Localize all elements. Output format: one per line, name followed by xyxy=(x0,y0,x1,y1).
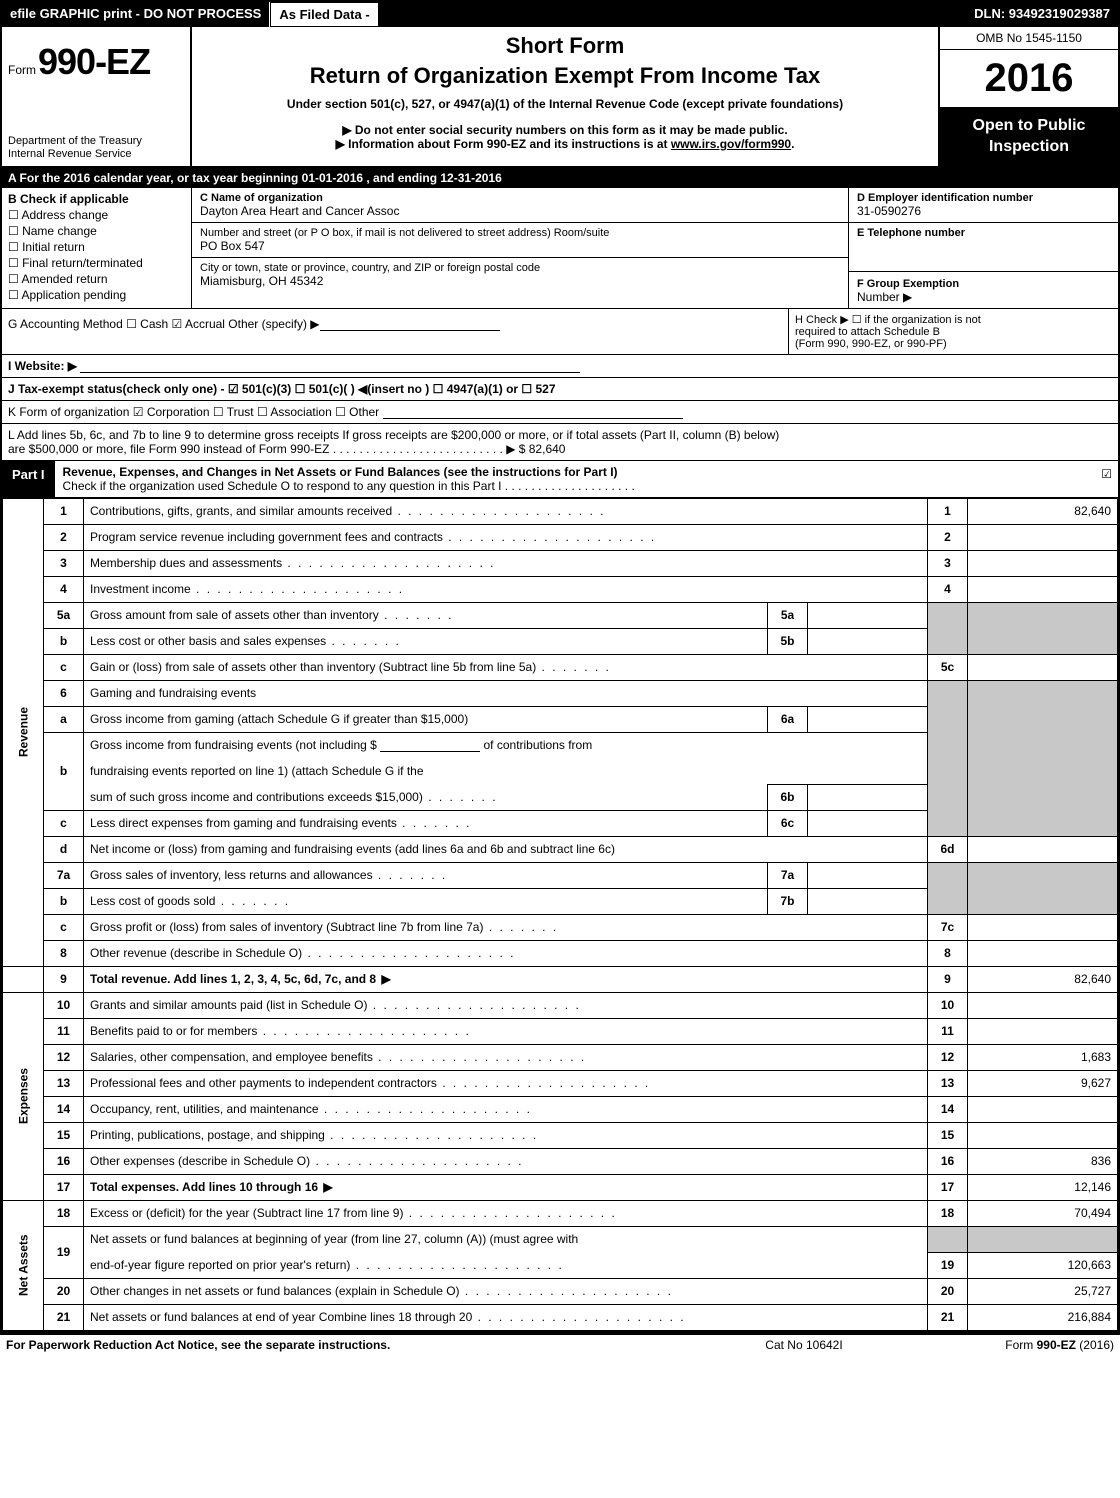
net-assets-sidebar: Net Assets xyxy=(3,1200,44,1330)
row-g-accounting: G Accounting Method ☐ Cash ☑ Accrual Oth… xyxy=(2,309,788,354)
section-b-checkboxes: B Check if applicable Address change Nam… xyxy=(2,188,192,308)
chk-address-change[interactable]: Address change xyxy=(8,208,185,222)
row-j-tax-exempt: J Tax-exempt status(check only one) - ☑ … xyxy=(2,378,1118,401)
row-a-calendar-year: A For the 2016 calendar year, or tax yea… xyxy=(2,168,1118,188)
row-i-website: I Website: ▶ xyxy=(2,355,1118,378)
line-12-amount: 1,683 xyxy=(968,1044,1118,1070)
line-19-amount: 120,663 xyxy=(968,1252,1118,1278)
form-number: Form 990-EZ xyxy=(8,41,184,83)
line-21-amount: 216,884 xyxy=(968,1304,1118,1330)
telephone-block: E Telephone number xyxy=(849,223,1118,272)
line-13-amount: 9,627 xyxy=(968,1070,1118,1096)
irs-link[interactable]: www.irs.gov/form990 xyxy=(671,137,791,151)
ein-block: D Employer identification number 31-0590… xyxy=(849,188,1118,223)
short-form-title: Short Form xyxy=(200,33,930,59)
department-label: Department of the Treasury Internal Reve… xyxy=(8,135,184,161)
chk-application-pending[interactable]: Application pending xyxy=(8,288,185,302)
part-i-header: Part I Revenue, Expenses, and Changes in… xyxy=(2,461,1118,498)
row-l-gross-receipts: L Add lines 5b, 6c, and 7b to line 9 to … xyxy=(2,424,1118,461)
return-title: Return of Organization Exempt From Incom… xyxy=(200,63,930,89)
form-footer: Form 990-EZ (2016) xyxy=(914,1338,1114,1352)
line-16-amount: 836 xyxy=(968,1148,1118,1174)
chk-final-return[interactable]: Final return/terminated xyxy=(8,256,185,270)
line-18-amount: 70,494 xyxy=(968,1200,1118,1226)
efile-label: efile GRAPHIC print - DO NOT PROCESS xyxy=(2,2,270,27)
omb-number: OMB No 1545-1150 xyxy=(940,27,1118,50)
address: PO Box 547 xyxy=(200,239,840,253)
row-k-form-org: K Form of organization ☑ Corporation ☐ T… xyxy=(2,401,1118,424)
lines-table: Revenue 1 Contributions, gifts, grants, … xyxy=(2,498,1118,1331)
top-bar: efile GRAPHIC print - DO NOT PROCESS As … xyxy=(2,2,1118,27)
open-to-public: Open to Public Inspection xyxy=(940,108,1118,166)
row-h-check: H Check ▶ ☐ if the organization is not r… xyxy=(788,309,1118,354)
ein-value: 31-0590276 xyxy=(857,204,1110,218)
do-not-enter: ▶ Do not enter social security numbers o… xyxy=(200,123,930,137)
chk-name-change[interactable]: Name change xyxy=(8,224,185,238)
address-block: Number and street (or P O box, if mail i… xyxy=(192,223,848,258)
line-17-amount: 12,146 xyxy=(968,1174,1118,1200)
paperwork-notice: For Paperwork Reduction Act Notice, see … xyxy=(6,1338,694,1352)
org-name-block: C Name of organization Dayton Area Heart… xyxy=(192,188,848,223)
chk-amended-return[interactable]: Amended return xyxy=(8,272,185,286)
city-block: City or town, state or province, country… xyxy=(192,258,848,292)
expenses-sidebar: Expenses xyxy=(3,992,44,1200)
tax-year: 2016 xyxy=(940,50,1118,108)
under-section: Under section 501(c), 527, or 4947(a)(1)… xyxy=(200,97,930,111)
dln-label: DLN: 93492319029387 xyxy=(966,2,1118,27)
schedule-o-checkbox[interactable]: ☑ xyxy=(1095,461,1118,497)
info-link-line: ▶ Information about Form 990-EZ and its … xyxy=(200,137,930,151)
as-filed-label: As Filed Data - xyxy=(270,2,378,27)
group-exemption-block: F Group Exemption Number ▶ xyxy=(849,272,1118,308)
line-1-amount: 82,640 xyxy=(968,498,1118,524)
org-name: Dayton Area Heart and Cancer Assoc xyxy=(200,204,840,218)
chk-initial-return[interactable]: Initial return xyxy=(8,240,185,254)
cat-number: Cat No 10642I xyxy=(694,1338,914,1352)
line-20-amount: 25,727 xyxy=(968,1278,1118,1304)
city-state-zip: Miamisburg, OH 45342 xyxy=(200,274,840,288)
line-9-amount: 82,640 xyxy=(968,966,1118,992)
revenue-sidebar: Revenue xyxy=(3,498,44,966)
